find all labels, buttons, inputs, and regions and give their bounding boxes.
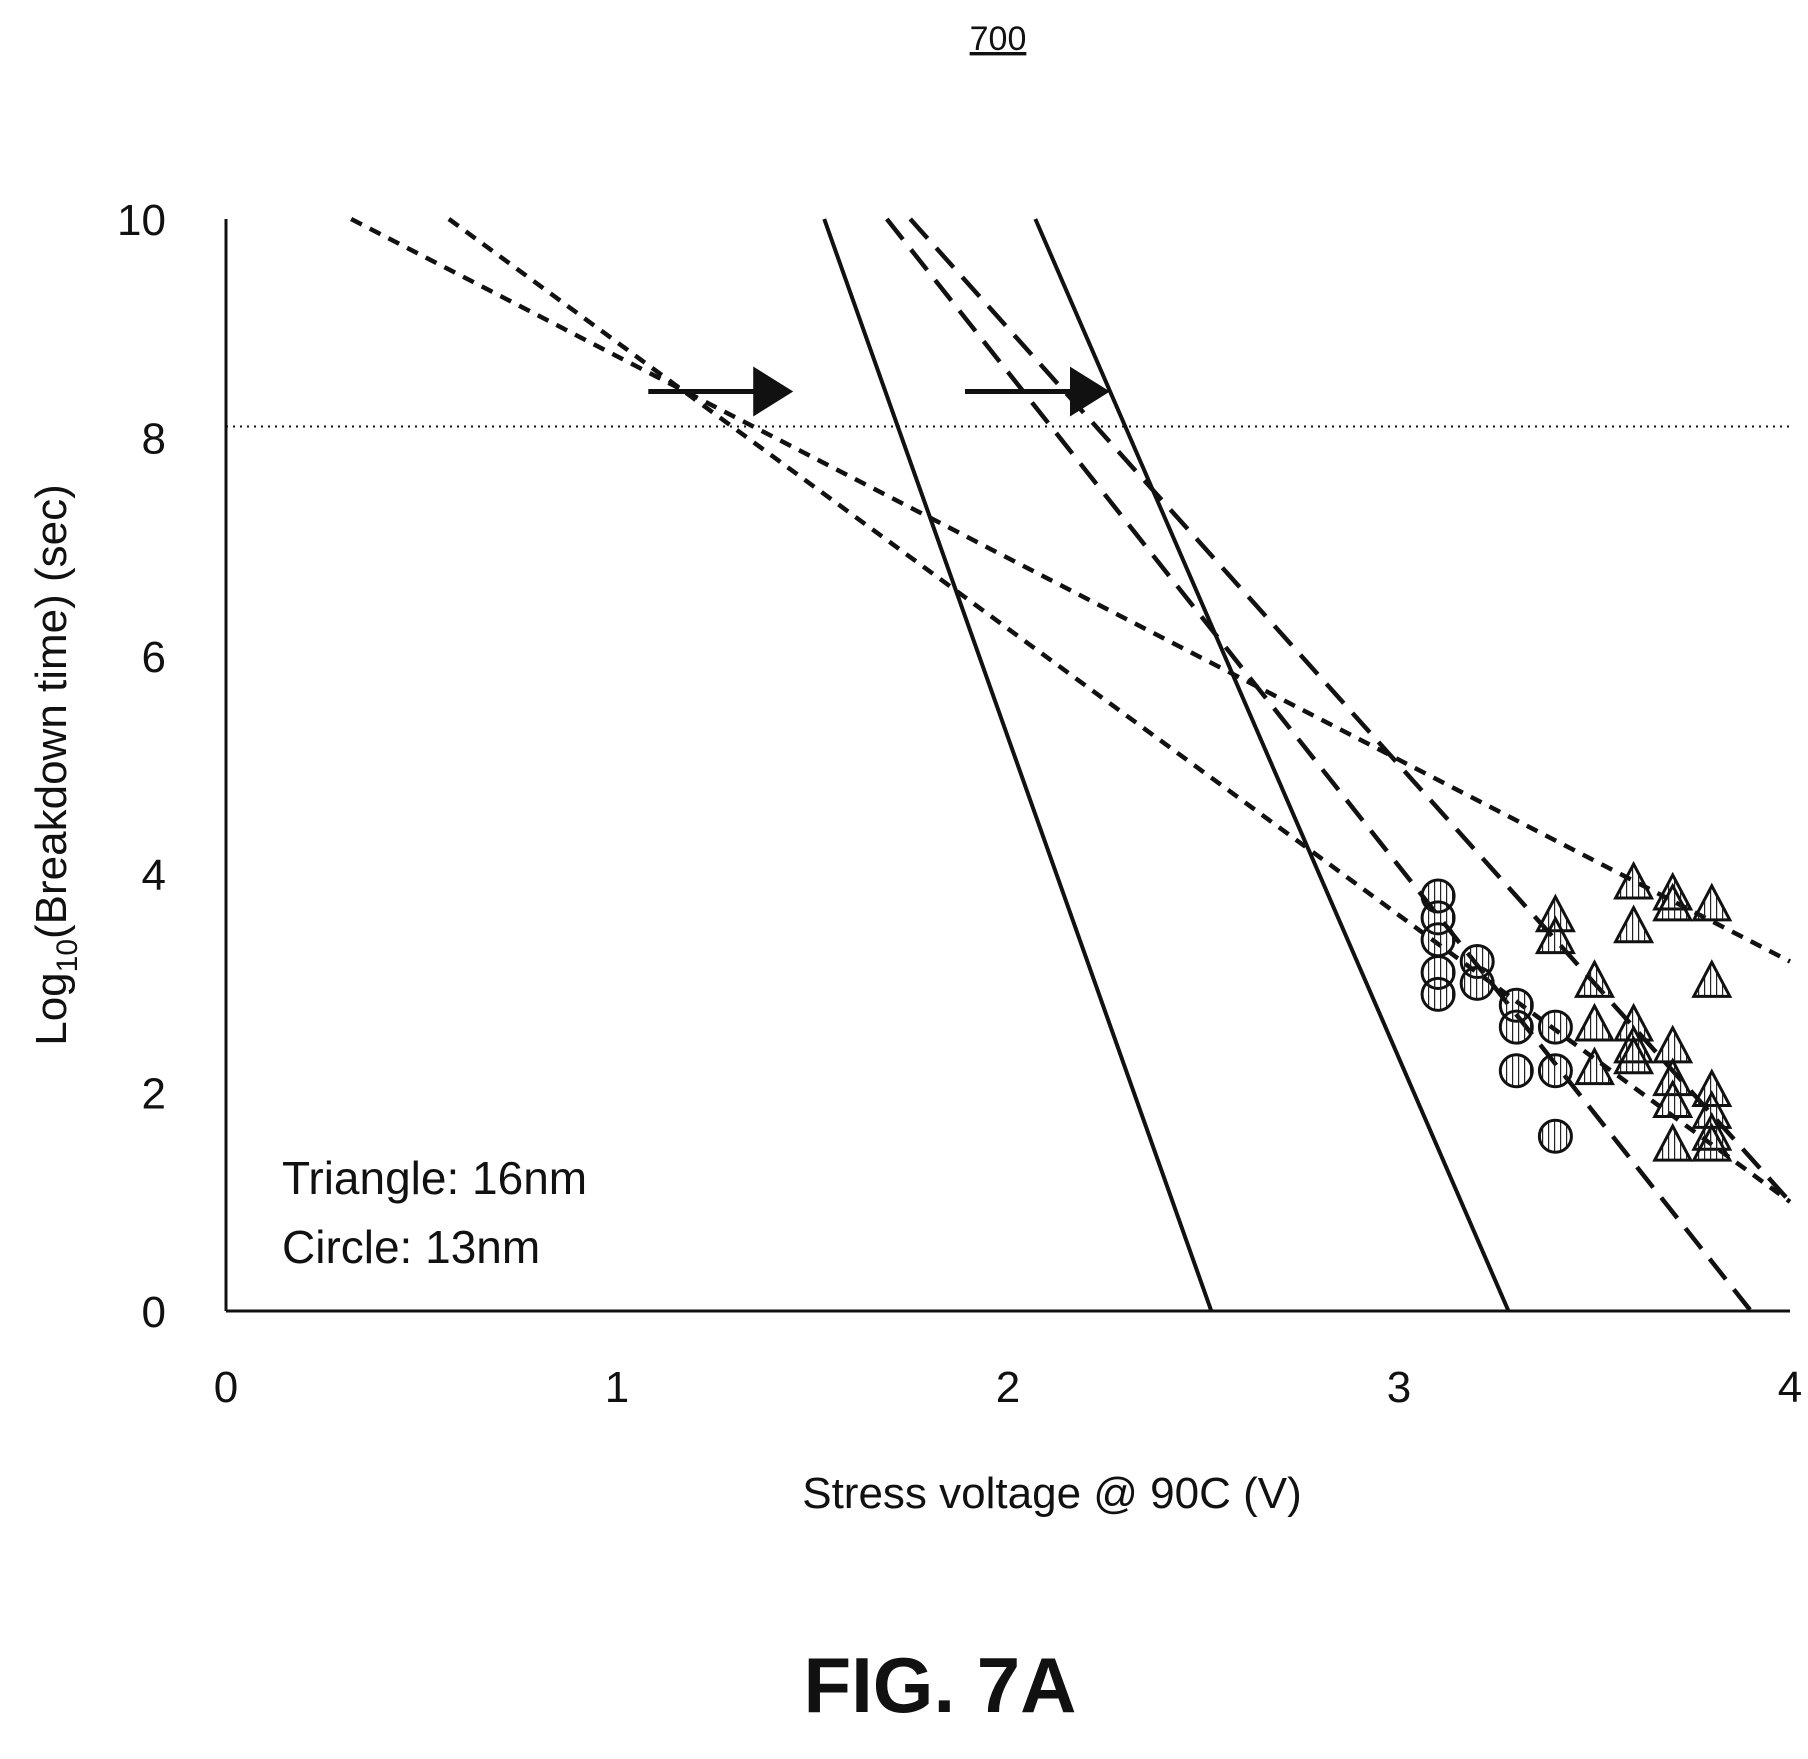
x-tick-label: 1	[605, 1363, 629, 1412]
data-point-circle	[1537, 1009, 1573, 1045]
data-point-triangle	[1652, 882, 1694, 922]
fit-line-short-dash	[447, 217, 1792, 1204]
data-point-triangle	[1574, 959, 1615, 998]
data-point-triangle	[1613, 1035, 1655, 1075]
data-point-triangle	[1613, 860, 1655, 900]
x-tick-label: 4	[1778, 1363, 1802, 1412]
x-tick-label: 2	[996, 1363, 1020, 1412]
figure-caption: FIG. 7A	[803, 1641, 1076, 1729]
data-point-circle	[1537, 1118, 1573, 1154]
x-tick-label: 0	[214, 1363, 238, 1412]
x-tick-label: 3	[1387, 1363, 1411, 1412]
y-axis-title: Log10(Breakdown time) (sec)	[27, 484, 84, 1046]
x-axis-title: Stress voltage @ 90C (V)	[802, 1469, 1302, 1518]
y-tick-label: 8	[142, 414, 166, 463]
data-point-circle	[1537, 1053, 1573, 1089]
y-tick-label: 2	[142, 1070, 166, 1119]
data-point-triangle	[1652, 1122, 1694, 1162]
plot-area	[226, 217, 1792, 1313]
y-tick-labels: 0 2 4 6 8 10	[117, 196, 166, 1337]
data-point-triangle	[1691, 1122, 1733, 1162]
fit-line-short-dash	[350, 217, 1792, 964]
fit-line-solid	[1033, 218, 1511, 1312]
figure-reference-numeral: 700	[970, 20, 1027, 58]
y-axis-title-prefix: Log	[27, 972, 76, 1045]
fit-line-solid	[822, 218, 1214, 1312]
data-point-triangle	[1574, 1002, 1615, 1042]
data-point-triangle	[1691, 959, 1733, 998]
data-point-triangle	[1574, 1046, 1615, 1086]
data-point-triangle	[1534, 915, 1576, 955]
legend-note-circle: Circle: 13nm	[282, 1221, 540, 1273]
data-point-circle	[1498, 1009, 1534, 1045]
data-point-triangle	[1652, 1079, 1694, 1118]
data-point-triangle	[1652, 1024, 1694, 1064]
data-point-circle	[1459, 965, 1495, 1001]
y-tick-label: 10	[117, 196, 166, 245]
y-axis-title-suffix: (Breakdown time) (sec)	[27, 484, 76, 939]
data-point-circle	[1420, 922, 1456, 958]
y-axis-title-subscript: 10	[51, 939, 84, 972]
x-tick-labels: 0 1 2 3 4	[214, 1363, 1802, 1412]
y-tick-label: 4	[142, 851, 166, 900]
data-point-triangle	[1613, 904, 1655, 944]
legend-note-triangle: Triangle: 16nm	[282, 1152, 587, 1204]
data-point-circle	[1498, 1053, 1534, 1089]
y-tick-label: 0	[142, 1288, 166, 1337]
data-point-circle	[1420, 976, 1456, 1012]
y-tick-label: 6	[142, 633, 166, 682]
data-point-triangle	[1691, 882, 1733, 922]
